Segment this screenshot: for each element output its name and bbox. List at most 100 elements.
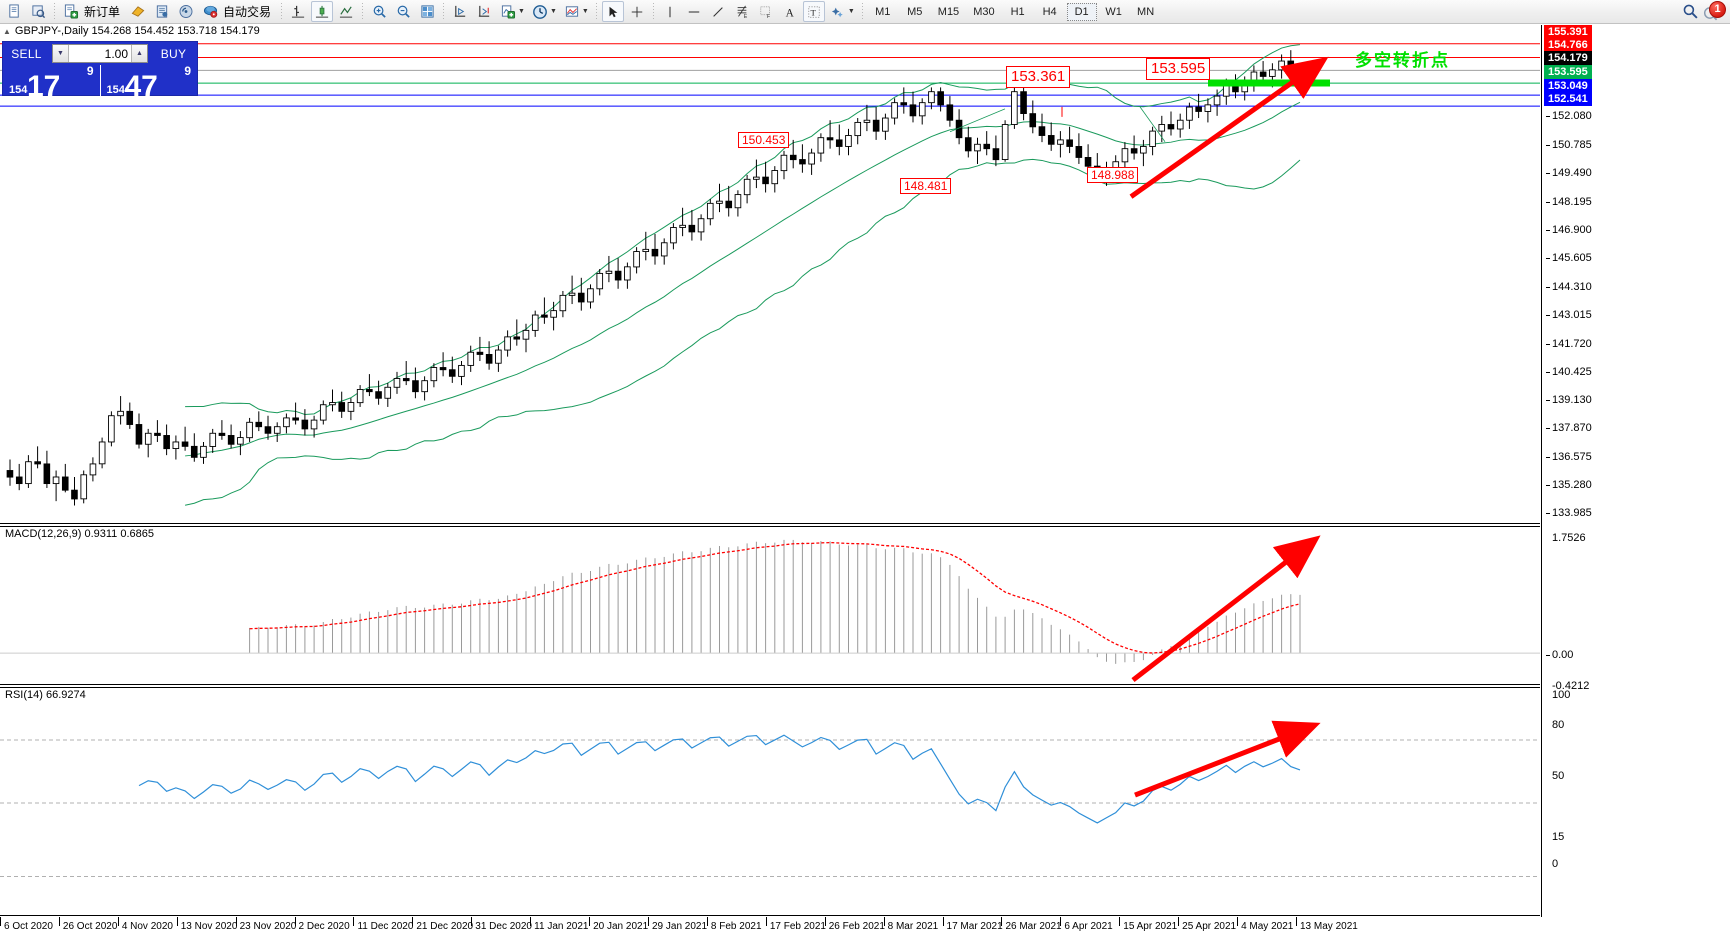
line-chart-icon[interactable] [335, 1, 357, 22]
toolbar-separator [281, 2, 283, 21]
time-tick [58, 917, 60, 926]
time-label: 17 Mar 2021 [946, 921, 1003, 932]
time-axis[interactable]: 6 Oct 2020 26 Oct 2020 4 Nov 2020 13 Nov 20… [0, 917, 1540, 942]
sell-price-fraction: 9 [86, 65, 94, 78]
timeframe-h4[interactable]: H4 [1042, 5, 1057, 18]
bar-chart-icon[interactable] [287, 1, 309, 22]
volume-stepper[interactable]: ▼ 1.00 ▲ [52, 44, 148, 63]
timeframe-w1[interactable]: W1 [1105, 5, 1122, 18]
volume-increment-icon[interactable]: ▲ [131, 45, 147, 62]
time-tick [412, 917, 414, 926]
price-tag-153-049[interactable]: 153.049 [1544, 79, 1592, 93]
cursor-icon[interactable] [601, 1, 624, 22]
price-tick-145-605: 145.605 [1546, 252, 1592, 264]
one-click-trading-panel[interactable]: SELL ▼ 1.00 ▲ BUY 154 17 9 154 47 9 [2, 41, 198, 96]
price-tag-154-179[interactable]: 154.179 [1544, 51, 1592, 65]
text-icon[interactable]: A [779, 1, 801, 22]
time-tick [1237, 917, 1239, 926]
price-annotation-153-361[interactable]: 153.361 [1006, 66, 1071, 88]
new-chart-icon[interactable] [3, 1, 25, 22]
price-tag-155-391[interactable]: 155.391 [1544, 25, 1592, 39]
chevron-down-icon[interactable]: ▼ [581, 8, 589, 15]
time-label: 20 Jan 2021 [593, 921, 649, 932]
metaeditor-icon[interactable] [151, 1, 173, 22]
period-clock-icon[interactable] [529, 1, 551, 22]
price-annotation-150-453[interactable]: 150.453 [738, 132, 790, 148]
timeframe-m15[interactable]: M15 [937, 5, 960, 18]
new-order-icon[interactable] [60, 1, 82, 22]
rsi-tick-100: 100 [1552, 689, 1571, 701]
trendline-icon[interactable] [707, 1, 729, 22]
time-tick [1060, 917, 1062, 926]
collapse-triangle-icon[interactable]: ▲ [3, 26, 11, 36]
chevron-down-icon[interactable]: ▼ [847, 8, 855, 15]
price-tag-152-541[interactable]: 152.541 [1544, 92, 1592, 106]
price-annotation-153-595[interactable]: 153.595 [1146, 58, 1211, 80]
time-tick [824, 917, 826, 926]
sell-price[interactable]: 154 17 9 [3, 65, 100, 96]
time-label: 11 Dec 2020 [357, 921, 414, 932]
timeframe-group: M1 M5 M15 M30 H1 H4 D1 W1 MN [867, 2, 1162, 21]
time-tick [1178, 917, 1180, 926]
price-tag-154-766[interactable]: 154.766 [1544, 38, 1592, 52]
autotrading-label[interactable]: 自动交易 [223, 5, 272, 19]
time-tick [765, 917, 767, 926]
time-label: 15 Apr 2021 [1123, 921, 1178, 932]
time-tick [0, 917, 1, 926]
time-label: 6 Apr 2021 [1064, 921, 1113, 932]
macd-label: MACD(12,26,9) 0.9311 0.6865 [3, 528, 156, 540]
price-tag-153-595[interactable]: 153.595 [1544, 65, 1592, 79]
price-annotation-148-481[interactable]: 148.481 [900, 178, 952, 194]
crosshair-icon[interactable] [626, 1, 648, 22]
timeframe-mn[interactable]: MN [1137, 5, 1155, 18]
buy-price-pips: 47 [124, 70, 158, 97]
price-annotation-148-988[interactable]: 148.988 [1087, 167, 1139, 183]
svg-text:E: E [744, 14, 748, 19]
timeframe-m1[interactable]: M1 [875, 5, 891, 18]
fibonacci-icon[interactable]: E [731, 1, 753, 22]
rsi-svg [0, 720, 1540, 878]
search-icon[interactable] [1679, 1, 1701, 22]
autotrading-icon[interactable] [199, 1, 221, 22]
price-chart-svg [0, 43, 1540, 506]
time-tick [648, 917, 649, 926]
vertical-line-icon[interactable] [659, 1, 681, 22]
volume-decrement-icon[interactable]: ▼ [53, 45, 69, 62]
templates-icon[interactable] [561, 1, 583, 22]
auto-scroll-icon[interactable] [473, 1, 495, 22]
buy-button[interactable]: BUY [160, 46, 187, 61]
alerts-icon[interactable]: 1 [1702, 0, 1726, 22]
zoom-out-icon[interactable] [392, 1, 414, 22]
chevron-down-icon[interactable]: ▼ [549, 8, 557, 15]
price-axis-column[interactable]: 155.391 154.766 154.179 153.595 153.049 152.5… [1541, 25, 1730, 917]
signals-icon[interactable] [175, 1, 197, 22]
text-label-icon[interactable]: T [802, 1, 825, 22]
expert-advisor-icon[interactable] [127, 1, 149, 22]
timeframe-h1[interactable]: H1 [1010, 5, 1025, 18]
shapes-icon[interactable] [827, 1, 849, 22]
rsi-pane[interactable] [0, 687, 1540, 916]
notification-badge[interactable]: 1 [1709, 0, 1726, 18]
tile-windows-icon[interactable] [416, 1, 438, 22]
indicators-icon[interactable] [497, 1, 519, 22]
candlestick-chart-icon[interactable] [311, 1, 334, 22]
shift-end-icon[interactable] [449, 1, 471, 22]
price-chart-pane[interactable] [0, 37, 1540, 524]
timeframe-m30[interactable]: M30 [973, 5, 995, 18]
macd-tick-1: 0.00 [1546, 649, 1573, 661]
chevron-down-icon[interactable]: ▼ [518, 8, 525, 15]
macd-tick-2: -0.4212 [1552, 680, 1590, 692]
timeframe-d1[interactable]: D1 [1066, 2, 1097, 21]
macd-pane[interactable] [0, 526, 1540, 685]
time-tick [942, 917, 944, 926]
buy-price[interactable]: 154 47 9 [99, 65, 198, 97]
profiles-icon[interactable] [27, 1, 49, 22]
chinese-annotation[interactable]: 多空转折点 [1355, 51, 1450, 71]
sell-button[interactable]: SELL [11, 46, 42, 61]
volume-input[interactable]: 1.00 [69, 45, 131, 62]
channel-icon[interactable]: F [755, 1, 777, 22]
horizontal-line-icon[interactable] [683, 1, 705, 22]
timeframe-m5[interactable]: M5 [907, 5, 923, 18]
new-order-label[interactable]: 新订单 [84, 5, 121, 19]
zoom-in-icon[interactable] [368, 1, 390, 22]
